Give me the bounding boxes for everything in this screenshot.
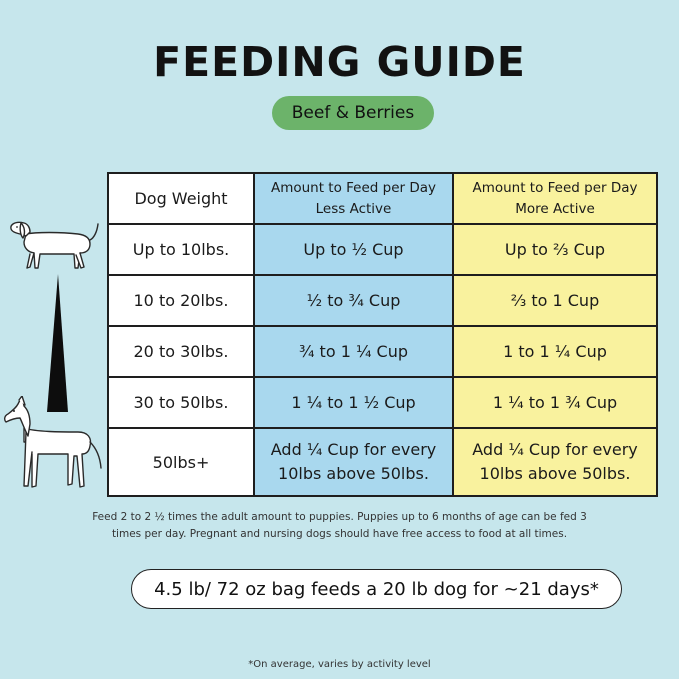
- header-more-active: Amount to Feed per Day More Active: [452, 172, 658, 225]
- size-wedge-icon: [47, 274, 68, 412]
- header-dog-weight: Dog Weight: [107, 172, 255, 225]
- table-row: 50lbs+ Add ¼ Cup for every 10lbs above 5…: [107, 427, 658, 497]
- table-row: 10 to 20lbs. ½ to ¾ Cup ⅔ to 1 Cup: [107, 274, 658, 327]
- less-line2: 10lbs above 50lbs.: [278, 464, 429, 483]
- header-less-line1: Amount to Feed per Day: [270, 179, 437, 196]
- less-active-cell: Add ¼ Cup for every 10lbs above 50lbs.: [253, 427, 454, 497]
- less-active-cell: ½ to ¾ Cup: [253, 274, 454, 327]
- large-dog-icon: [3, 396, 102, 488]
- less-active-cell: Up to ½ Cup: [253, 223, 454, 276]
- footnote: *On average, varies by activity level: [248, 659, 431, 670]
- more-line1: Add ¼ Cup for every: [472, 440, 638, 459]
- feeding-table: Dog Weight Amount to Feed per Day Less A…: [107, 172, 658, 497]
- header-less-line2: Less Active: [315, 200, 392, 217]
- puppy-note-line1: Feed 2 to 2 ½ times the adult amount to …: [92, 511, 587, 523]
- puppy-note: Feed 2 to 2 ½ times the adult amount to …: [0, 509, 679, 543]
- weight-cell: 20 to 30lbs.: [107, 325, 255, 378]
- table-row: 30 to 50lbs. 1 ¼ to 1 ½ Cup 1 ¼ to 1 ¾ C…: [107, 376, 658, 429]
- small-dog-icon: [10, 221, 99, 269]
- weight-cell: 10 to 20lbs.: [107, 274, 255, 327]
- less-active-cell: 1 ¼ to 1 ½ Cup: [253, 376, 454, 429]
- page-title: FEEDING GUIDE: [153, 38, 526, 86]
- table-row: Up to 10lbs. Up to ½ Cup Up to ⅔ Cup: [107, 223, 658, 276]
- header-less-active: Amount to Feed per Day Less Active: [253, 172, 454, 225]
- header-more-line2: More Active: [515, 200, 595, 217]
- table-row: 20 to 30lbs. ¾ to 1 ¼ Cup 1 to 1 ¼ Cup: [107, 325, 658, 378]
- weight-cell: 30 to 50lbs.: [107, 376, 255, 429]
- more-active-cell: Up to ⅔ Cup: [452, 223, 658, 276]
- puppy-note-line2: times per day. Pregnant and nursing dogs…: [111, 528, 568, 540]
- table-header-row: Dog Weight Amount to Feed per Day Less A…: [107, 172, 658, 225]
- less-line1: Add ¼ Cup for every: [270, 440, 437, 459]
- more-active-cell: Add ¼ Cup for every 10lbs above 50lbs.: [452, 427, 658, 497]
- more-active-cell: 1 to 1 ¼ Cup: [452, 325, 658, 378]
- weight-cell: Up to 10lbs.: [107, 223, 255, 276]
- bag-info-pill: 4.5 lb/ 72 oz bag feeds a 20 lb dog for …: [131, 569, 622, 609]
- header-more-line1: Amount to Feed per Day: [472, 179, 638, 196]
- less-active-cell: ¾ to 1 ¼ Cup: [253, 325, 454, 378]
- flavor-badge: Beef & Berries: [272, 96, 434, 130]
- more-active-cell: 1 ¼ to 1 ¾ Cup: [452, 376, 658, 429]
- weight-cell: 50lbs+: [107, 427, 255, 497]
- more-active-cell: ⅔ to 1 Cup: [452, 274, 658, 327]
- more-line2: 10lbs above 50lbs.: [479, 464, 631, 483]
